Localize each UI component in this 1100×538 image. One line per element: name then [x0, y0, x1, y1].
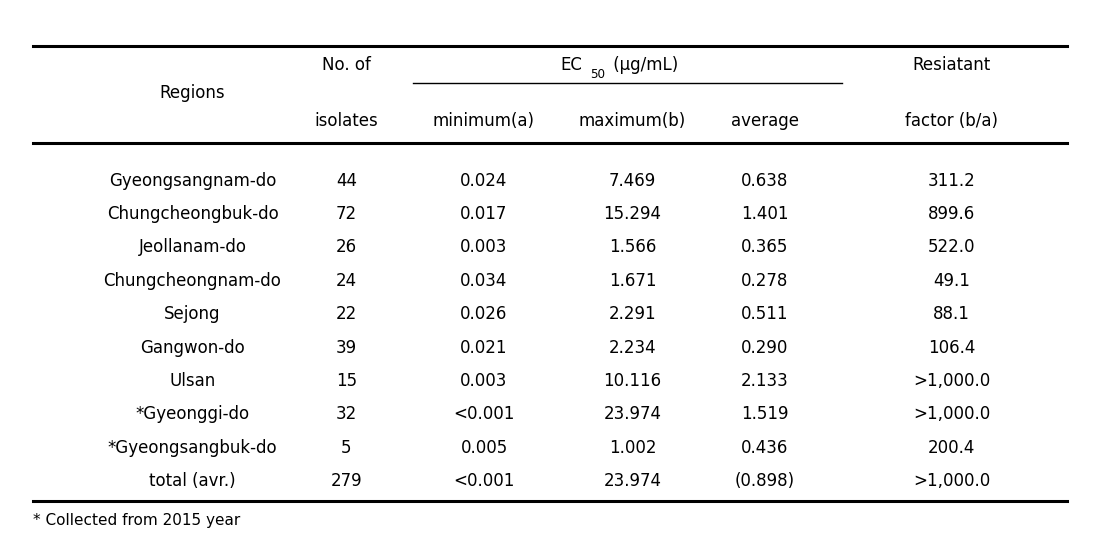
Text: maximum(b): maximum(b)	[579, 112, 686, 130]
Text: 32: 32	[336, 405, 358, 423]
Text: 5: 5	[341, 438, 352, 457]
Text: 1.401: 1.401	[740, 205, 789, 223]
Text: EC: EC	[560, 55, 582, 74]
Text: 39: 39	[336, 338, 358, 357]
Text: Ulsan: Ulsan	[169, 372, 216, 390]
Text: 0.365: 0.365	[740, 238, 789, 257]
Text: 0.005: 0.005	[461, 438, 507, 457]
Text: 0.638: 0.638	[740, 172, 789, 190]
Text: isolates: isolates	[315, 112, 378, 130]
Text: 49.1: 49.1	[933, 272, 970, 290]
Text: >1,000.0: >1,000.0	[913, 472, 990, 490]
Text: 0.017: 0.017	[460, 205, 508, 223]
Text: 7.469: 7.469	[609, 172, 656, 190]
Text: Gangwon-do: Gangwon-do	[140, 338, 245, 357]
Text: minimum(a): minimum(a)	[433, 112, 535, 130]
Text: (0.898): (0.898)	[735, 472, 794, 490]
Text: *Gyeonggi-do: *Gyeonggi-do	[135, 405, 250, 423]
Text: 522.0: 522.0	[927, 238, 976, 257]
Text: Chungcheongbuk-do: Chungcheongbuk-do	[107, 205, 278, 223]
Text: * Collected from 2015 year: * Collected from 2015 year	[33, 513, 240, 528]
Text: 44: 44	[336, 172, 358, 190]
Text: Chungcheongnam-do: Chungcheongnam-do	[103, 272, 282, 290]
Text: 0.436: 0.436	[740, 438, 789, 457]
Text: (μg/mL): (μg/mL)	[607, 55, 678, 74]
Text: 0.003: 0.003	[460, 372, 508, 390]
Text: average: average	[730, 112, 799, 130]
Text: <0.001: <0.001	[453, 472, 515, 490]
Text: 899.6: 899.6	[928, 205, 975, 223]
Text: No. of: No. of	[322, 55, 371, 74]
Text: 15: 15	[336, 372, 358, 390]
Text: 50: 50	[590, 68, 605, 81]
Text: 23.974: 23.974	[604, 405, 661, 423]
Text: 0.034: 0.034	[460, 272, 508, 290]
Text: 2.291: 2.291	[608, 305, 657, 323]
Text: 24: 24	[336, 272, 358, 290]
Text: 0.003: 0.003	[460, 238, 508, 257]
Text: factor (b/a): factor (b/a)	[905, 112, 998, 130]
Text: Gyeongsangnam-do: Gyeongsangnam-do	[109, 172, 276, 190]
Text: 2.133: 2.133	[740, 372, 789, 390]
Text: 0.511: 0.511	[740, 305, 789, 323]
Text: 72: 72	[336, 205, 358, 223]
Text: 106.4: 106.4	[927, 338, 976, 357]
Text: >1,000.0: >1,000.0	[913, 405, 990, 423]
Text: 0.024: 0.024	[460, 172, 508, 190]
Text: Sejong: Sejong	[164, 305, 221, 323]
Text: *Gyeongsangbuk-do: *Gyeongsangbuk-do	[108, 438, 277, 457]
Text: 23.974: 23.974	[604, 472, 661, 490]
Text: 0.026: 0.026	[460, 305, 508, 323]
Text: <0.001: <0.001	[453, 405, 515, 423]
Text: 10.116: 10.116	[604, 372, 661, 390]
Text: 0.278: 0.278	[740, 272, 789, 290]
Text: 1.002: 1.002	[608, 438, 657, 457]
Text: 26: 26	[336, 238, 358, 257]
Text: 0.021: 0.021	[460, 338, 508, 357]
Text: 200.4: 200.4	[927, 438, 976, 457]
Text: 1.566: 1.566	[608, 238, 657, 257]
Text: 2.234: 2.234	[608, 338, 657, 357]
Text: 1.671: 1.671	[608, 272, 657, 290]
Text: 311.2: 311.2	[927, 172, 976, 190]
Text: Resiatant: Resiatant	[912, 55, 991, 74]
Text: 15.294: 15.294	[604, 205, 661, 223]
Text: Regions: Regions	[160, 83, 226, 102]
Text: >1,000.0: >1,000.0	[913, 372, 990, 390]
Text: 22: 22	[336, 305, 358, 323]
Text: 1.519: 1.519	[740, 405, 789, 423]
Text: total (avr.): total (avr.)	[150, 472, 235, 490]
Text: 0.290: 0.290	[740, 338, 789, 357]
Text: 88.1: 88.1	[933, 305, 970, 323]
Text: 279: 279	[331, 472, 362, 490]
Text: Jeollanam-do: Jeollanam-do	[139, 238, 246, 257]
